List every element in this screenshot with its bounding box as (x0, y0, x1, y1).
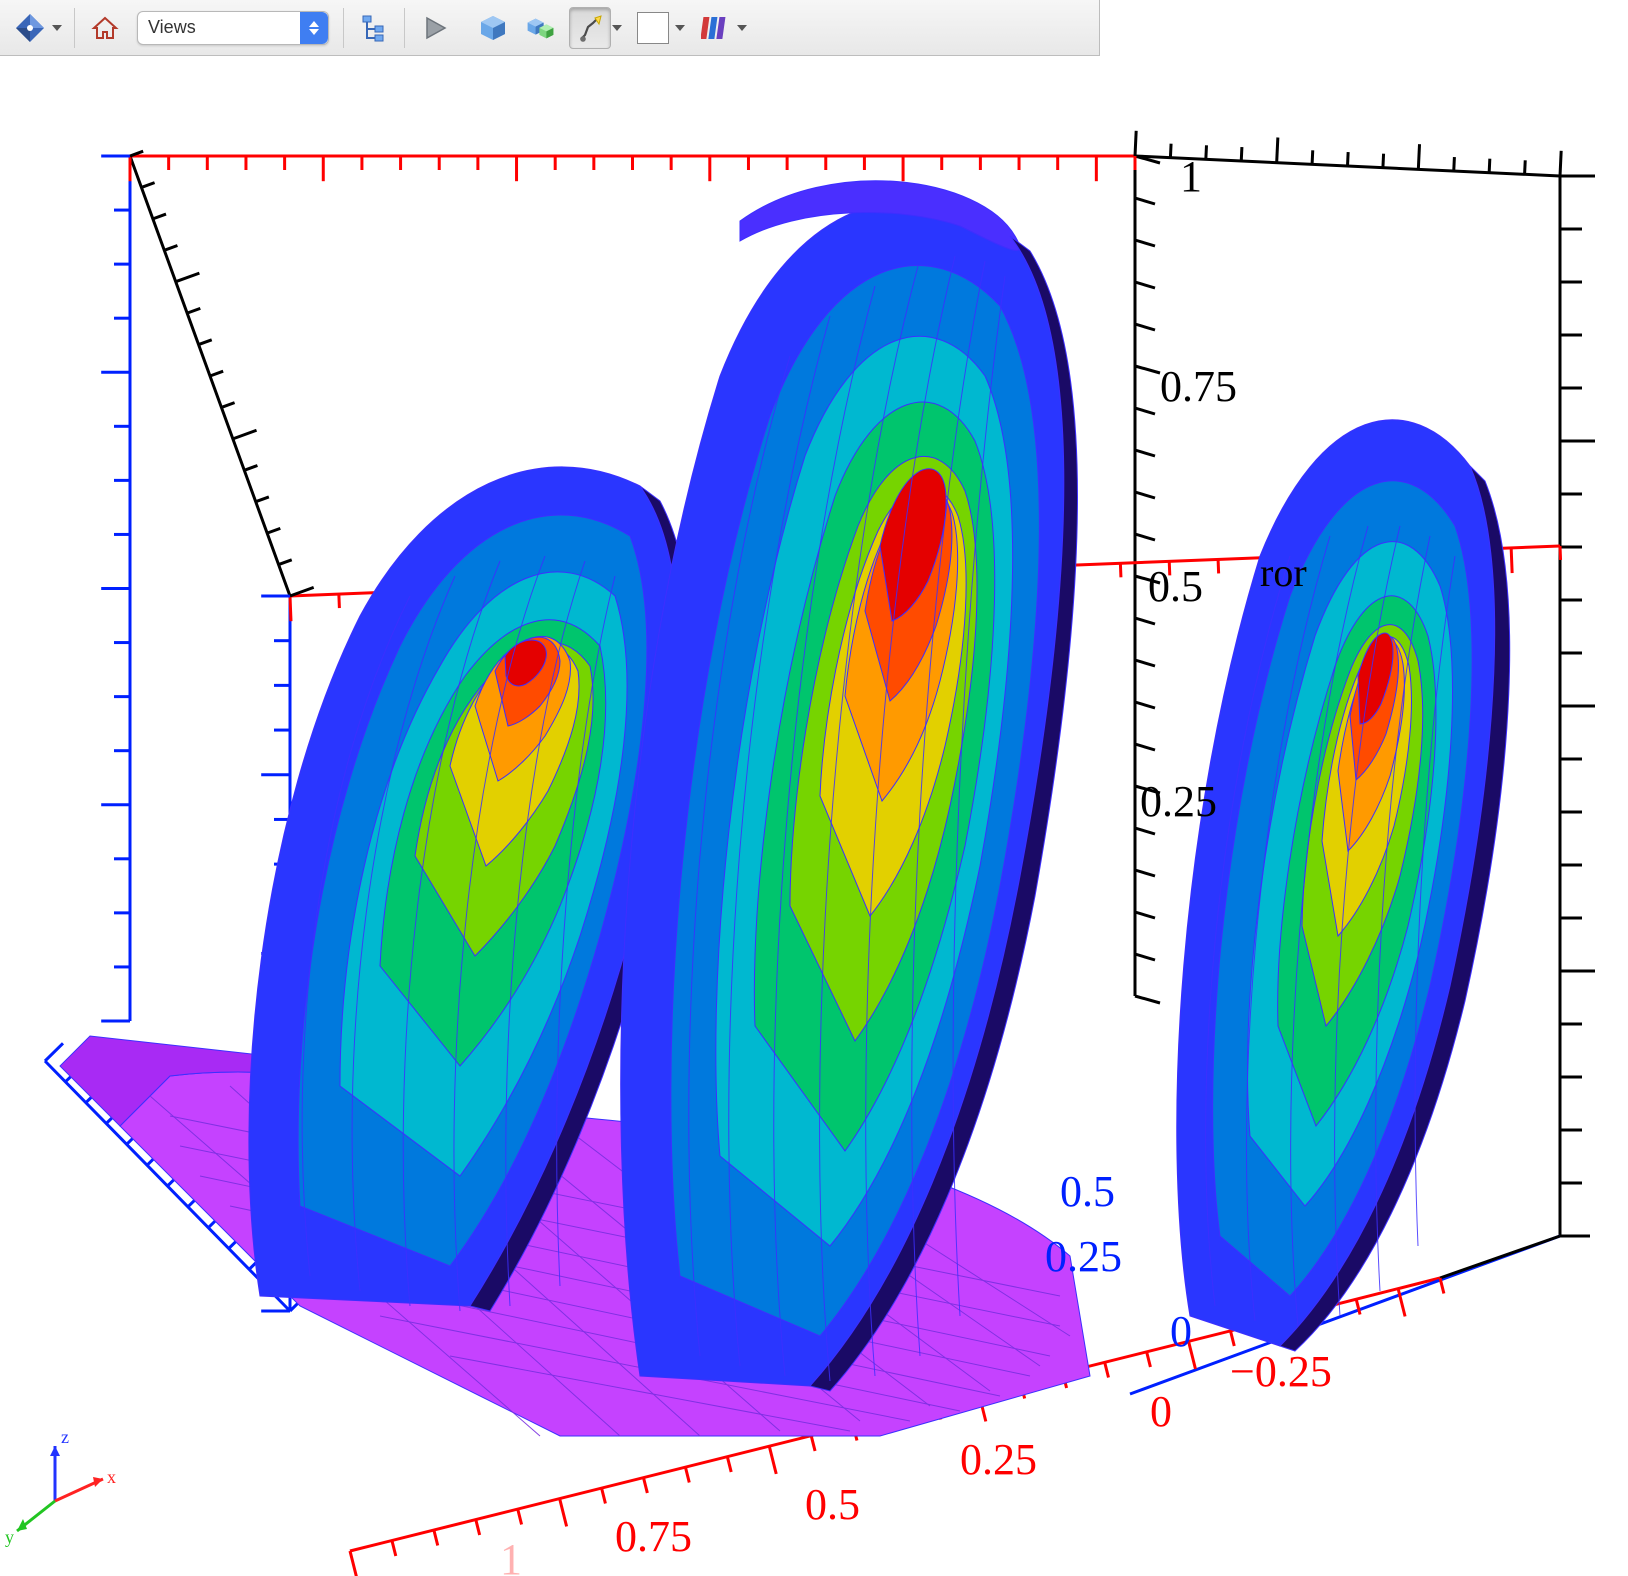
plot-svg: 1 0.75 0.5 0.25 0 ror 1 0.75 0.5 0.25 0 … (0, 56, 1628, 1576)
x-axis-ticks-top (130, 156, 1135, 181)
home-icon (91, 14, 119, 42)
svg-text:x: x (107, 1467, 116, 1487)
views-select-label: Views (138, 17, 196, 38)
lamp-icon (575, 13, 605, 43)
z-tick-label: 0.25 (1140, 777, 1217, 826)
toolbar-separator (404, 8, 405, 48)
tree-icon (359, 13, 389, 43)
y-axis-ticks-back (101, 156, 130, 1021)
x-tick-label: 0.75 (615, 1512, 692, 1561)
toolbar: Views (0, 0, 1100, 56)
surface (60, 181, 1510, 1436)
cube-icon (478, 13, 508, 43)
views-select-stepper-icon (300, 12, 328, 44)
toolbar-separator (74, 8, 75, 48)
play-button[interactable] (415, 8, 455, 48)
colormap-button[interactable] (695, 8, 735, 48)
scene-tree-button[interactable] (354, 8, 394, 48)
books-icon (701, 13, 729, 43)
x-tick-label: 0.25 (960, 1435, 1037, 1484)
axis-label-ror: ror (1260, 550, 1307, 595)
z-tick-label: 0.5 (1148, 562, 1203, 611)
cube-button[interactable] (473, 8, 513, 48)
dropdown-icon (52, 25, 62, 31)
two-cubes-icon (524, 13, 558, 43)
two-cubes-button[interactable] (521, 8, 561, 48)
x-tick-label: 1 (500, 1535, 522, 1576)
x-tick-label: 0 (1150, 1387, 1172, 1436)
y-tick-label: 0.25 (1045, 1232, 1122, 1281)
play-icon (422, 15, 448, 41)
dropdown-icon (737, 25, 747, 31)
svg-text:z: z (61, 1427, 69, 1447)
svg-text:y: y (5, 1527, 14, 1547)
dropdown-icon (612, 25, 622, 31)
y-tick-label: 0.5 (1060, 1167, 1115, 1216)
bg-color-button[interactable] (633, 8, 673, 48)
app-logo-button[interactable] (10, 8, 50, 48)
app-logo-icon (14, 12, 46, 44)
plot-viewport[interactable]: 1 0.75 0.5 0.25 0 ror 1 0.75 0.5 0.25 0 … (0, 56, 1628, 1576)
y-tick-label: 0 (1170, 1307, 1192, 1356)
light-button[interactable] (569, 7, 611, 49)
z-tick-label: 0.75 (1160, 362, 1237, 411)
orientation-triad: z x y (5, 1427, 116, 1547)
home-button[interactable] (85, 8, 125, 48)
z-tick-label: 1 (1180, 152, 1202, 201)
toolbar-separator (343, 8, 344, 48)
z-axis-ticks-diag (130, 151, 314, 596)
background-color-swatch (637, 12, 669, 44)
x-tick-label: −0.25 (1230, 1347, 1332, 1396)
x-tick-label: 0.5 (805, 1480, 860, 1529)
dropdown-icon (675, 25, 685, 31)
views-select[interactable]: Views (137, 11, 329, 45)
